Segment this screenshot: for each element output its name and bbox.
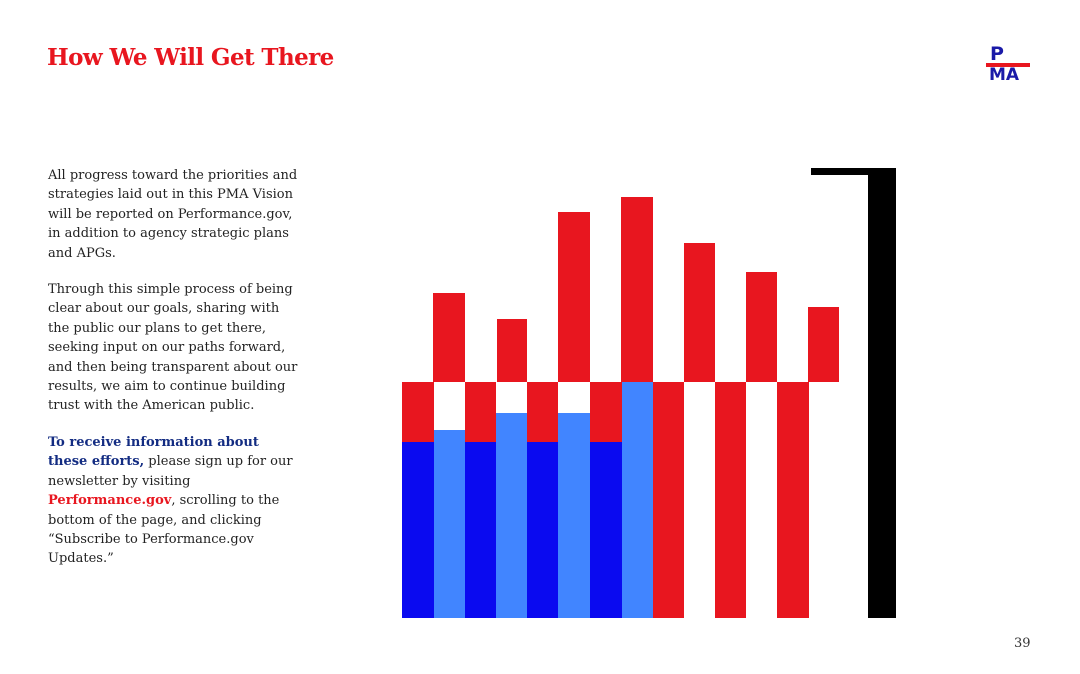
page-title: How We Will Get There [47, 44, 334, 71]
checker-block [590, 382, 622, 442]
red-bar [433, 293, 465, 382]
blue-bar [402, 442, 434, 618]
checker-block [465, 382, 496, 442]
checker-block [402, 382, 434, 442]
checker-block [527, 382, 558, 442]
blue-bar [590, 442, 622, 618]
red-bar [715, 382, 746, 618]
red-bar [653, 382, 684, 618]
red-bar [808, 307, 839, 382]
red-bar [621, 197, 653, 382]
light-blue-bar [622, 382, 653, 618]
red-bar [684, 243, 715, 382]
paragraph-newsletter: To receive information about these effor… [48, 433, 298, 569]
paragraph-progress: All progress toward the priorities and s… [48, 168, 298, 261]
light-blue-bar [558, 413, 590, 618]
red-bar [746, 272, 777, 382]
black-bracket-top [811, 168, 868, 175]
newsletter-lead: To receive information about these effor… [48, 434, 259, 470]
logo-letter-p: P [990, 43, 1004, 65]
logo-letters-ma: MA [989, 65, 1020, 85]
light-blue-bar [496, 413, 527, 618]
red-bar [558, 212, 590, 382]
paragraph-process: Through this simple process of being cle… [48, 282, 298, 414]
red-bar [777, 382, 809, 618]
light-blue-bar [434, 430, 465, 618]
performance-gov-link[interactable]: Performance.gov [48, 493, 172, 509]
red-bar [497, 319, 527, 382]
body-text: All progress toward the priorities and s… [48, 166, 298, 586]
black-bracket-vertical [868, 168, 896, 618]
pma-logo: P MA [985, 43, 1033, 86]
blue-bar [465, 442, 496, 618]
page-number: 39 [1014, 636, 1031, 651]
newsletter-instructions: , scrolling to the bottom of the page, a… [48, 493, 280, 567]
blue-bar [527, 442, 558, 618]
newsletter-text: please sign up for our newsletter by vis… [48, 454, 293, 489]
logo-red-bar [986, 63, 1030, 67]
